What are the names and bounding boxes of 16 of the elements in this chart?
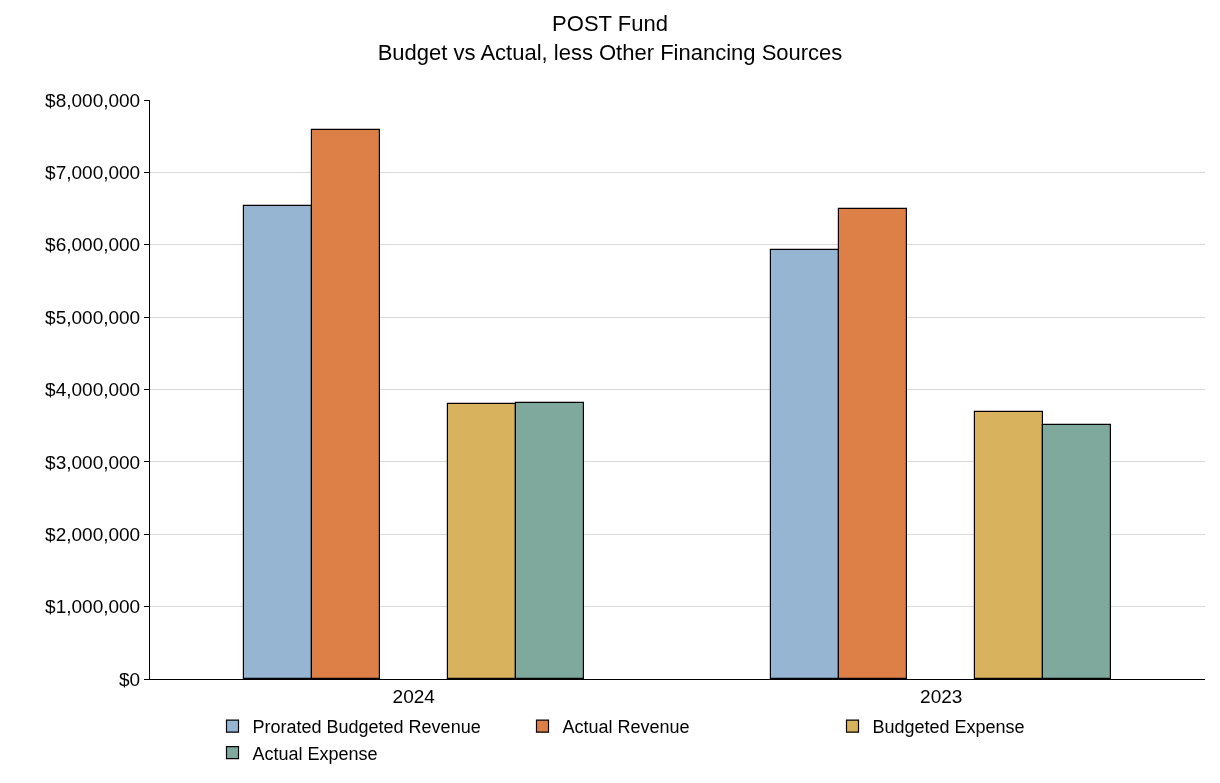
legend-label: Prorated Budgeted Revenue <box>252 717 481 738</box>
x-tick-label: 2024 <box>392 685 436 707</box>
x-tick-label: 2023 <box>920 685 963 707</box>
chart-title: POST Fund Budget vs Actual, less Other Financing Sources <box>377 11 843 65</box>
y-tick-label: $8,000,000 <box>45 89 141 111</box>
legend-label: Actual Expense <box>252 743 378 764</box>
y-tick-label: $7,000,000 <box>45 162 141 184</box>
y-tick-label: $4,000,000 <box>45 379 141 401</box>
y-tick-label: $2,000,000 <box>45 523 141 545</box>
y-tick-label: $5,000,000 <box>45 306 141 328</box>
legend-label: Budgeted Expense <box>872 717 1025 738</box>
y-tick-label: $1,000,000 <box>45 596 141 618</box>
y-tick-label: $0 <box>119 668 141 690</box>
legend-label: Actual Revenue <box>562 717 690 738</box>
y-tick-label: $6,000,000 <box>45 234 141 256</box>
y-tick-label: $3,000,000 <box>45 451 141 473</box>
